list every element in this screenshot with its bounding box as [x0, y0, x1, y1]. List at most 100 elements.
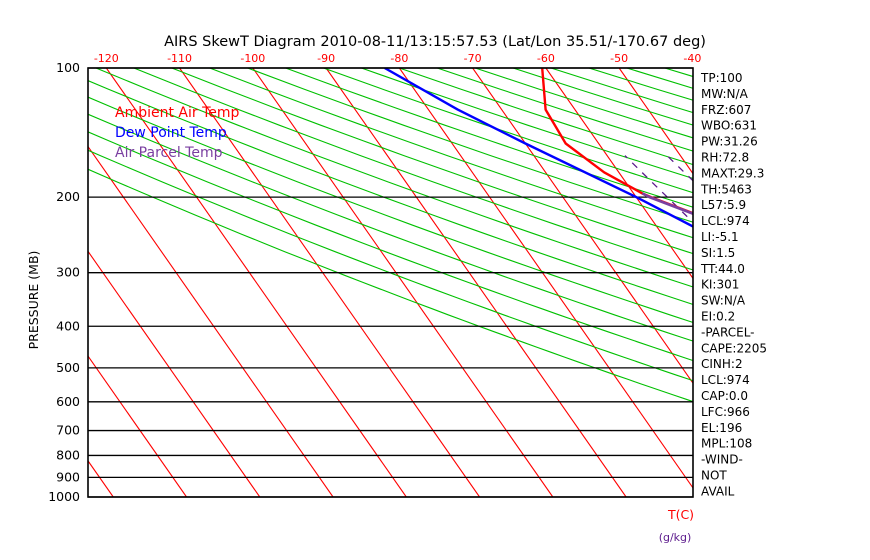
- parameter-9: LCL:974: [701, 214, 750, 228]
- legend-dewpoint-label: Dew Point Temp: [115, 125, 227, 141]
- legend-ambient-label: Ambient Air Temp: [115, 105, 240, 121]
- dewpoint-trace: [384, 68, 693, 228]
- dry-adiabat-line: [133, 68, 693, 271]
- top-temp-tick-label: -100: [240, 52, 265, 65]
- parameter-15: EI:0.2: [701, 310, 735, 324]
- isotherm-line: [105, 68, 407, 497]
- dry-adiabat-line: [171, 68, 693, 255]
- top-temp-tick-label: -120: [94, 52, 119, 65]
- top-temp-tick-label: -50: [610, 52, 628, 65]
- top-temp-tick-label: -60: [537, 52, 555, 65]
- parameter-7: TH:5463: [700, 182, 752, 196]
- pressure-tick-label: 100: [56, 60, 80, 75]
- chart-title: AIRS SkewT Diagram 2010-08-11/13:15:57.5…: [164, 34, 706, 50]
- parameter-8: L57:5.9: [701, 198, 746, 212]
- pressure-axis-label: PRESSURE (MB): [26, 251, 41, 350]
- isotherm-line: [398, 68, 693, 489]
- parameter-19: LCL:974: [701, 373, 750, 387]
- top-temp-tick-label: -70: [464, 52, 482, 65]
- isotherm-line: [545, 68, 693, 280]
- parameter-11: SI:1.5: [701, 246, 735, 260]
- parameter-13: KI:301: [701, 278, 739, 292]
- pressure-tick-label: 900: [56, 469, 80, 484]
- parameter-16: -PARCEL-: [701, 325, 755, 339]
- dry-adiabat-line: [475, 68, 693, 139]
- dry-adiabat-line: [588, 68, 693, 101]
- parameter-17: CAPE:2205: [701, 341, 767, 355]
- parameter-12: TT:44.0: [700, 262, 745, 276]
- dry-adiabat-line: [741, 68, 870, 156]
- plot-frame: [87, 67, 694, 498]
- parameter-23: MPL:108: [701, 437, 752, 451]
- pressure-tick-label: 200: [56, 189, 80, 204]
- isotherm-line: [88, 250, 261, 497]
- dry-adiabat-line: [399, 68, 693, 166]
- dry-adiabat-line: [88, 96, 693, 324]
- parameter-4: PW:31.26: [701, 135, 758, 149]
- dry-adiabat-line: [88, 149, 693, 382]
- dry-adiabat-line: [88, 131, 693, 362]
- top-temp-tick-label: -110: [167, 52, 192, 65]
- sounding-traces: [384, 68, 693, 228]
- pressure-tick-label: 400: [56, 318, 80, 333]
- parameter-25: NOT: [701, 469, 727, 483]
- pressure-tick-label: 300: [56, 265, 80, 280]
- parameter-5: RH:72.8: [701, 151, 749, 165]
- mixing-ratio-line: [805, 156, 870, 405]
- parameter-3: WBO:631: [701, 119, 757, 133]
- parameter-1: MW:N/A: [701, 87, 749, 101]
- parameter-0: TP:100: [700, 71, 743, 85]
- dry-adiabat-line: [88, 113, 693, 342]
- parameter-26: AVAIL: [701, 484, 735, 498]
- parameter-6: MAXT:29.3: [701, 166, 764, 180]
- isotherm-line: [766, 68, 870, 497]
- parameter-21: LFC:966: [701, 405, 750, 419]
- dry-adiabat-line: [361, 68, 693, 179]
- mixing-ratio-line: [859, 156, 870, 353]
- parameter-18: CINH:2: [701, 357, 743, 371]
- isotherm-line: [618, 68, 693, 175]
- top-temp-tick-label: -40: [683, 52, 701, 65]
- parameter-2: FRZ:607: [701, 103, 751, 117]
- pressure-tick-label: 800: [56, 447, 80, 462]
- grid-lines: [88, 68, 870, 497]
- dry-adiabat-line: [95, 68, 693, 288]
- parameter-22: EL:196: [701, 421, 742, 435]
- parameter-20: CAP:0.0: [701, 389, 748, 403]
- pressure-tick-label: 600: [56, 394, 80, 409]
- dry-adiabat-line: [512, 68, 693, 126]
- temp-axis-unit-label: T(C): [667, 507, 694, 522]
- dry-adiabat-line: [664, 68, 693, 78]
- mixing-ratio-unit-label: (g/kg): [659, 531, 692, 544]
- dry-adiabat-line: [437, 68, 693, 152]
- dry-adiabat-line: [323, 68, 693, 194]
- isotherm-line: [88, 355, 187, 497]
- parameter-10: LI:-5.1: [701, 230, 739, 244]
- mixing-ratio-line: [666, 155, 693, 182]
- dry-adiabat-line: [550, 68, 693, 114]
- isotherm-line: [88, 145, 334, 497]
- isotherm-line: [252, 68, 554, 497]
- parameter-14: SW:N/A: [701, 294, 746, 308]
- pressure-tick-label: 700: [56, 423, 80, 438]
- dry-adiabat-line: [88, 80, 693, 305]
- dry-adiabat-line: [285, 68, 693, 208]
- parameter-24: -WIND-: [701, 453, 743, 467]
- pressure-tick-label: 1000: [48, 489, 80, 504]
- top-temp-tick-label: -90: [317, 52, 335, 65]
- top-temp-tick-label: -80: [390, 52, 408, 65]
- isotherm-line: [472, 68, 693, 385]
- isotherm-line: [179, 68, 481, 497]
- mixing-ratio-line: [775, 156, 870, 439]
- isotherm-line: [325, 68, 627, 497]
- isotherm-line: [839, 68, 870, 497]
- legend-parcel-label: Air Parcel Temp: [115, 145, 223, 161]
- dry-adiabat-line: [88, 168, 693, 403]
- dry-adiabat-line: [779, 68, 870, 141]
- dry-adiabat-line: [247, 68, 693, 223]
- pressure-tick-label: 500: [56, 360, 80, 375]
- mixing-ratio-line: [827, 156, 870, 386]
- dry-adiabat-line: [209, 68, 693, 239]
